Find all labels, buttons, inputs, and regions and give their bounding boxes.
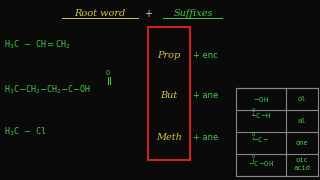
Text: +: + — [144, 9, 152, 19]
Text: oic: oic — [296, 157, 308, 163]
Text: + ane: + ane — [193, 91, 218, 100]
Text: ol: ol — [298, 96, 306, 102]
Text: al: al — [298, 118, 306, 124]
Text: $-$C$-$OH: $-$C$-$OH — [248, 159, 274, 168]
Text: Root word: Root word — [74, 10, 126, 19]
Text: Suffixes: Suffixes — [173, 10, 213, 19]
Text: O: O — [252, 154, 255, 159]
Text: one: one — [296, 140, 308, 146]
Text: O: O — [252, 132, 255, 138]
Bar — [236, 88, 318, 176]
Text: Prop: Prop — [157, 51, 180, 60]
Text: H$_3$C$-$CH$_2$$-$CH$_2$$-$C$-$OH: H$_3$C$-$CH$_2$$-$CH$_2$$-$C$-$OH — [4, 84, 91, 96]
Text: $-$OH: $-$OH — [253, 94, 269, 103]
Text: acid: acid — [293, 165, 310, 171]
Text: O: O — [252, 109, 255, 114]
Text: + enc: + enc — [193, 51, 218, 60]
Text: Meth: Meth — [156, 134, 182, 143]
Text: H$_3$C $-$ Cl: H$_3$C $-$ Cl — [4, 126, 47, 138]
Text: $-$C$-$H: $-$C$-$H — [250, 111, 272, 120]
Text: + ane: + ane — [193, 134, 218, 143]
Text: O: O — [106, 70, 110, 76]
Text: H$_3$C $-$ CH$=$CH$_2$: H$_3$C $-$ CH$=$CH$_2$ — [4, 39, 71, 51]
Bar — [148, 27, 190, 160]
Text: $-$C$-$: $-$C$-$ — [252, 136, 270, 145]
Text: But: But — [160, 91, 178, 100]
